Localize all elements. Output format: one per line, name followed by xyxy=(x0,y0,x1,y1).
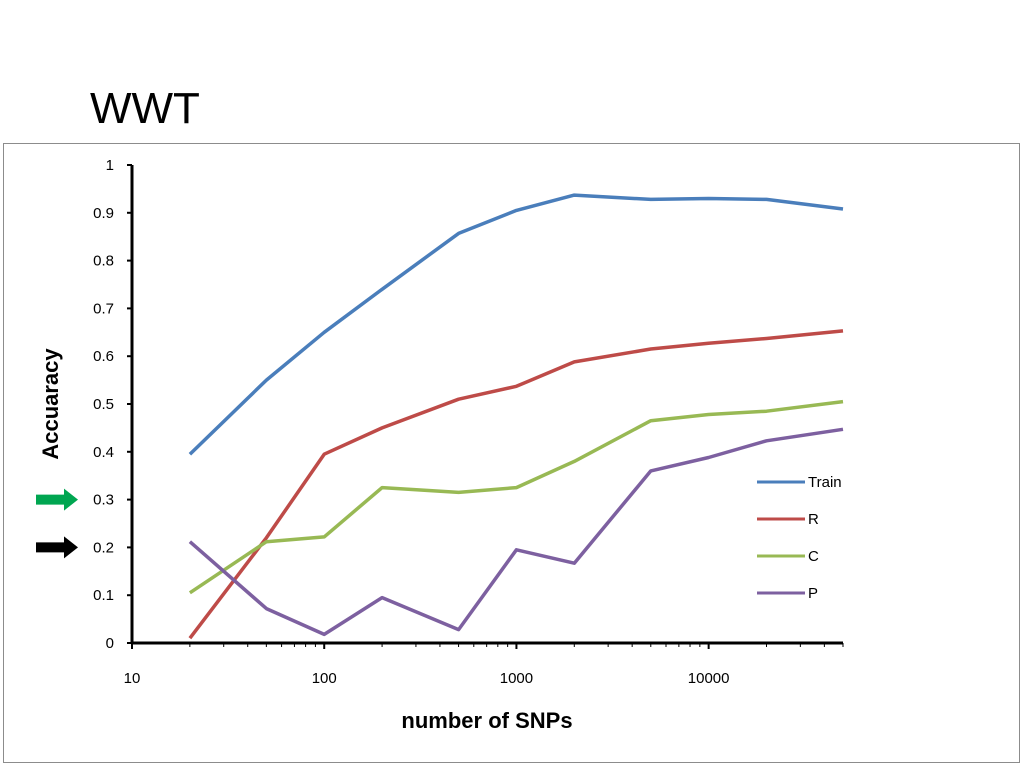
black-arrow-icon xyxy=(36,536,78,559)
legend-label-c: C xyxy=(808,548,819,565)
y-tick-label: 0.6 xyxy=(93,348,114,365)
series-line-train xyxy=(188,193,844,456)
slide-title: WWT xyxy=(90,84,200,133)
x-tick-label: 100 xyxy=(312,670,337,687)
y-axis-title-group: Accuaracy xyxy=(38,348,63,460)
chart-frame xyxy=(3,143,1020,763)
y-tick-label: 1 xyxy=(106,157,114,174)
legend-label-r: R xyxy=(808,511,819,528)
x-axis-title: number of SNPs xyxy=(401,708,572,733)
y-tick-label: 0.9 xyxy=(93,205,114,222)
y-tick-label: 0.8 xyxy=(93,253,114,270)
legend-label-p: P xyxy=(808,585,818,602)
x-tick-label: 1000 xyxy=(500,670,533,687)
series-line-c xyxy=(188,399,844,595)
x-tick-label: 10000 xyxy=(688,670,730,687)
green-arrow-icon xyxy=(36,488,78,511)
y-tick-label: 0.4 xyxy=(93,444,114,461)
y-tick-label: 0.2 xyxy=(93,539,114,556)
series-line-p xyxy=(188,427,844,637)
legend-label-train: Train xyxy=(808,474,842,491)
y-tick-label: 0.1 xyxy=(93,587,114,604)
y-tick-label: 0.3 xyxy=(93,492,114,509)
series-line-r xyxy=(188,329,844,640)
y-tick-label: 0 xyxy=(106,635,114,652)
x-tick-label: 10 xyxy=(124,670,141,687)
y-axis-title: Accuaracy xyxy=(38,348,63,460)
y-tick-label: 0.5 xyxy=(93,396,114,413)
y-tick-label: 0.7 xyxy=(93,300,114,317)
